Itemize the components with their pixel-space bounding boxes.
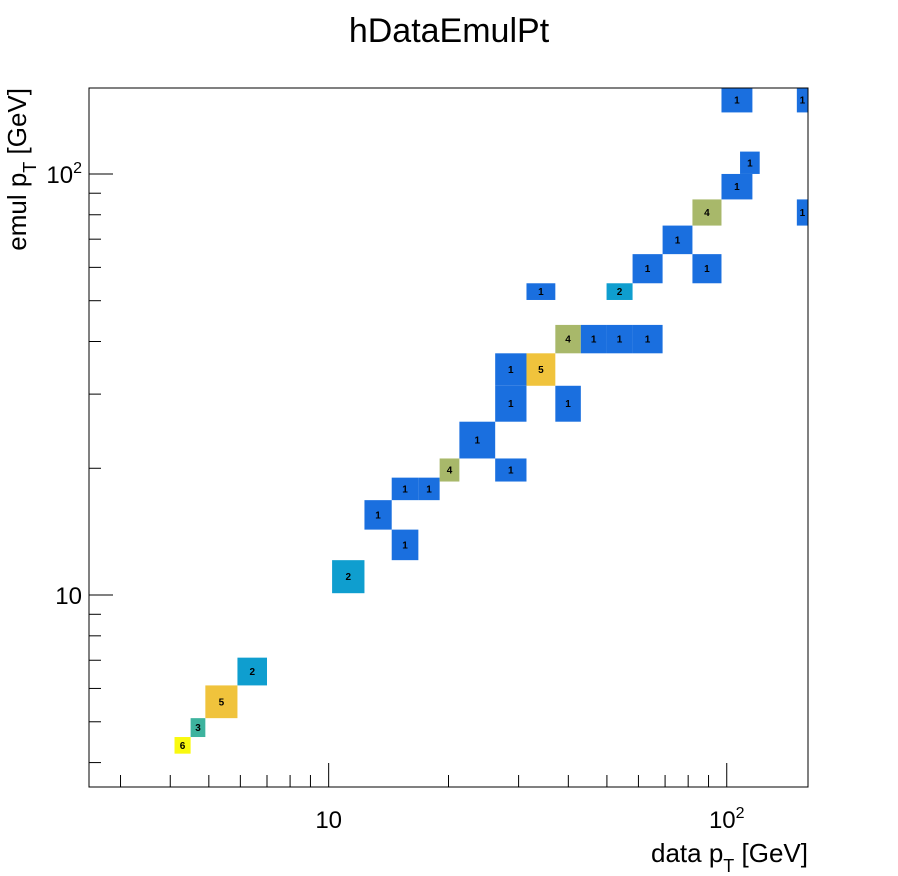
heatmap-cell: [606, 324, 633, 354]
heatmap-cell: [190, 718, 206, 738]
heatmap-cell-labels: 63 5 2 2 1 1 1 1 4 1 1 1 1 5 1 4 1 1 1 1 2 1 1 1 4 1 1 1 1 1: [180, 96, 806, 752]
cell-value-label: 1: [734, 182, 740, 193]
plot-frame: [88, 87, 809, 788]
heatmap-cell: [740, 151, 760, 174]
cell-value-label: 1: [538, 287, 544, 298]
y-axis-tick-labels: 10 102: [46, 160, 82, 610]
heatmap-cell: [555, 324, 581, 354]
cell-value-label: 2: [249, 667, 255, 678]
y-axis-title: emul pT [GeV]: [2, 88, 40, 251]
heatmap-cell: [606, 283, 633, 300]
cell-value-label: 4: [447, 466, 453, 477]
heatmap-cell: [721, 88, 753, 113]
x-axis-tick-labels: 10 102: [315, 805, 744, 834]
heatmap-cell: [391, 477, 419, 501]
cell-value-label: 1: [800, 208, 806, 219]
heatmap-cell: [439, 458, 460, 482]
cell-value-label: 2: [345, 572, 351, 583]
y-axis-ticks: [89, 173, 113, 764]
cell-value-label: 5: [219, 697, 225, 708]
cell-value-label: 1: [675, 235, 681, 246]
x-axis-title-main: data p: [651, 838, 723, 868]
cell-value-label: 1: [475, 436, 481, 447]
heatmap-cell: [495, 458, 527, 482]
x-axis-title-subscript: T: [723, 856, 734, 876]
heatmap-cell: [555, 385, 581, 422]
cell-value-label: 6: [180, 741, 186, 752]
heatmap-cell: [391, 529, 419, 561]
cell-value-label: 4: [704, 208, 710, 219]
heatmap-cell: [205, 685, 238, 719]
heatmap-cell: [796, 88, 808, 113]
heatmap-cell: [796, 199, 808, 226]
cell-value-label: 1: [645, 335, 651, 346]
cell-value-label: 1: [402, 540, 408, 551]
heatmap-cell: [632, 324, 663, 354]
y-axis-title-subscript: T: [20, 162, 40, 173]
cell-value-label: 1: [734, 96, 740, 107]
heatmap-cell: [692, 254, 722, 284]
chart-title: hDataEmulPt: [349, 12, 550, 50]
cell-value-label: 1: [508, 365, 514, 376]
cell-value-label: 2: [617, 287, 623, 298]
cell-value-label: 3: [195, 723, 201, 734]
cell-value-label: 1: [426, 484, 432, 495]
heatmap-cells: [174, 88, 808, 754]
y-tick-label: 10: [55, 583, 82, 610]
heatmap-cell: [237, 657, 268, 686]
x-tick-label: 10: [315, 807, 342, 834]
heatmap-cell: [662, 225, 693, 255]
cell-value-label: 1: [591, 335, 597, 346]
heatmap-cell: [418, 477, 440, 501]
x-tick-label: 102: [709, 805, 745, 834]
cell-value-label: 1: [617, 335, 623, 346]
x-axis-title-unit: [GeV]: [734, 838, 808, 868]
heatmap-cell: [364, 500, 392, 530]
y-axis-title-unit: [GeV]: [2, 88, 32, 162]
heatmap-cell: [459, 421, 496, 459]
cell-value-label: 5: [538, 365, 544, 376]
heatmap-cell: [495, 353, 527, 386]
cell-value-label: 1: [704, 264, 710, 275]
heatmap-cell: [332, 560, 365, 594]
x-axis-title: data pT [GeV]: [651, 838, 808, 876]
cell-value-label: 1: [800, 96, 806, 107]
heatmap-cell: [174, 737, 191, 754]
x-axis-ticks: [120, 763, 728, 787]
heatmap-cell: [632, 254, 663, 284]
cell-value-label: 1: [565, 399, 571, 410]
heatmap-cell: [692, 199, 722, 226]
cell-value-label: 1: [645, 264, 651, 275]
cell-value-label: 1: [747, 158, 753, 169]
heatmap-cell: [526, 353, 556, 386]
heatmap-cell: [495, 385, 527, 422]
cell-value-label: 1: [375, 510, 381, 521]
cell-value-label: 4: [565, 335, 571, 346]
cell-value-label: 1: [508, 466, 514, 477]
heatmap-cell: [580, 324, 607, 354]
heatmap-cell: [526, 283, 556, 300]
cell-value-label: 1: [402, 484, 408, 495]
cell-value-label: 1: [508, 399, 514, 410]
y-tick-label: 102: [46, 160, 82, 189]
y-axis-title-main: emul p: [2, 173, 32, 251]
heatmap-cell: [721, 173, 753, 200]
